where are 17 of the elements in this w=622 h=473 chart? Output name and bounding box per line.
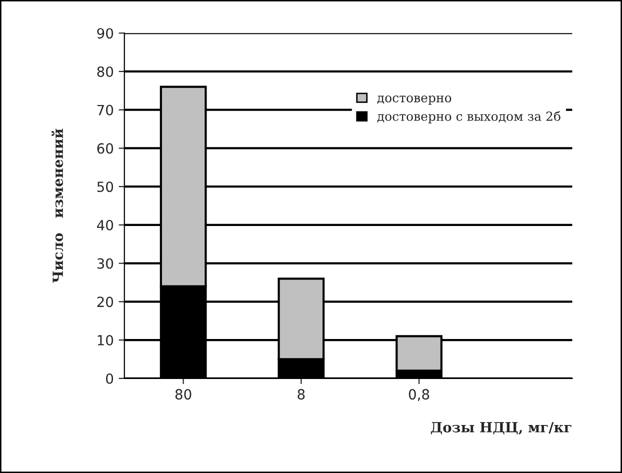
y-tick-label: 90 [97, 28, 114, 39]
y-tick-label: 70 [97, 104, 114, 116]
y-tick-label: 0 [106, 373, 114, 384]
y-tick-label: 80 [97, 66, 114, 77]
y-tick-label: 40 [96, 220, 114, 230]
x-tick-label: 8 [298, 389, 305, 400]
x-tick-label: 80 [175, 389, 192, 400]
y-tick-label: 30 [97, 258, 114, 269]
legend-label: достоверно [377, 96, 452, 105]
y-tick-label: 50 [97, 182, 114, 192]
x-axis-title: Дозы НДЦ, мг/кг [430, 422, 572, 435]
y-tick-label: 20 [97, 296, 114, 308]
legend-label: достоверно с выходом за 2б [377, 111, 560, 124]
x-tick-label: 0,8 [408, 389, 430, 401]
y-tick-label: 10 [98, 335, 114, 346]
y-tick-label: 60 [97, 143, 114, 154]
y-axis-title: Число изменений [51, 128, 64, 283]
